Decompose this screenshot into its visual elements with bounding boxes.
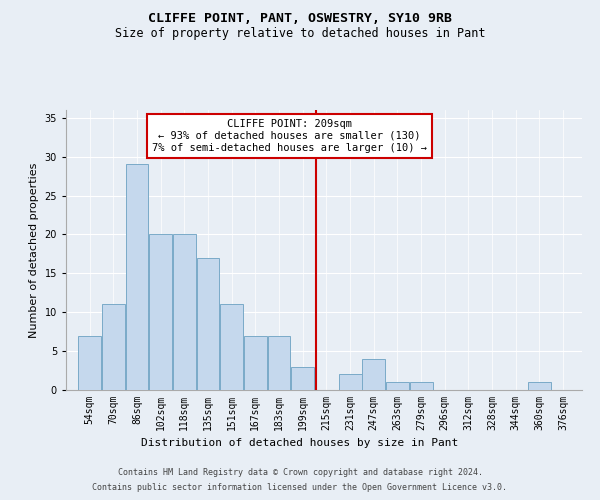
Bar: [220, 304, 243, 390]
Bar: [78, 336, 101, 390]
Bar: [410, 382, 433, 390]
Bar: [149, 234, 172, 390]
Bar: [268, 336, 290, 390]
Text: Contains public sector information licensed under the Open Government Licence v3: Contains public sector information licen…: [92, 483, 508, 492]
Y-axis label: Number of detached properties: Number of detached properties: [29, 162, 39, 338]
Text: Distribution of detached houses by size in Pant: Distribution of detached houses by size …: [142, 438, 458, 448]
Bar: [291, 366, 314, 390]
Bar: [125, 164, 148, 390]
Text: Size of property relative to detached houses in Pant: Size of property relative to detached ho…: [115, 28, 485, 40]
Bar: [173, 234, 196, 390]
Bar: [528, 382, 551, 390]
Bar: [362, 359, 385, 390]
Bar: [102, 304, 125, 390]
Bar: [386, 382, 409, 390]
Bar: [197, 258, 220, 390]
Bar: [338, 374, 362, 390]
Text: CLIFFE POINT, PANT, OSWESTRY, SY10 9RB: CLIFFE POINT, PANT, OSWESTRY, SY10 9RB: [148, 12, 452, 26]
Text: CLIFFE POINT: 209sqm
← 93% of detached houses are smaller (130)
7% of semi-detac: CLIFFE POINT: 209sqm ← 93% of detached h…: [152, 120, 427, 152]
Bar: [244, 336, 267, 390]
Text: Contains HM Land Registry data © Crown copyright and database right 2024.: Contains HM Land Registry data © Crown c…: [118, 468, 482, 477]
